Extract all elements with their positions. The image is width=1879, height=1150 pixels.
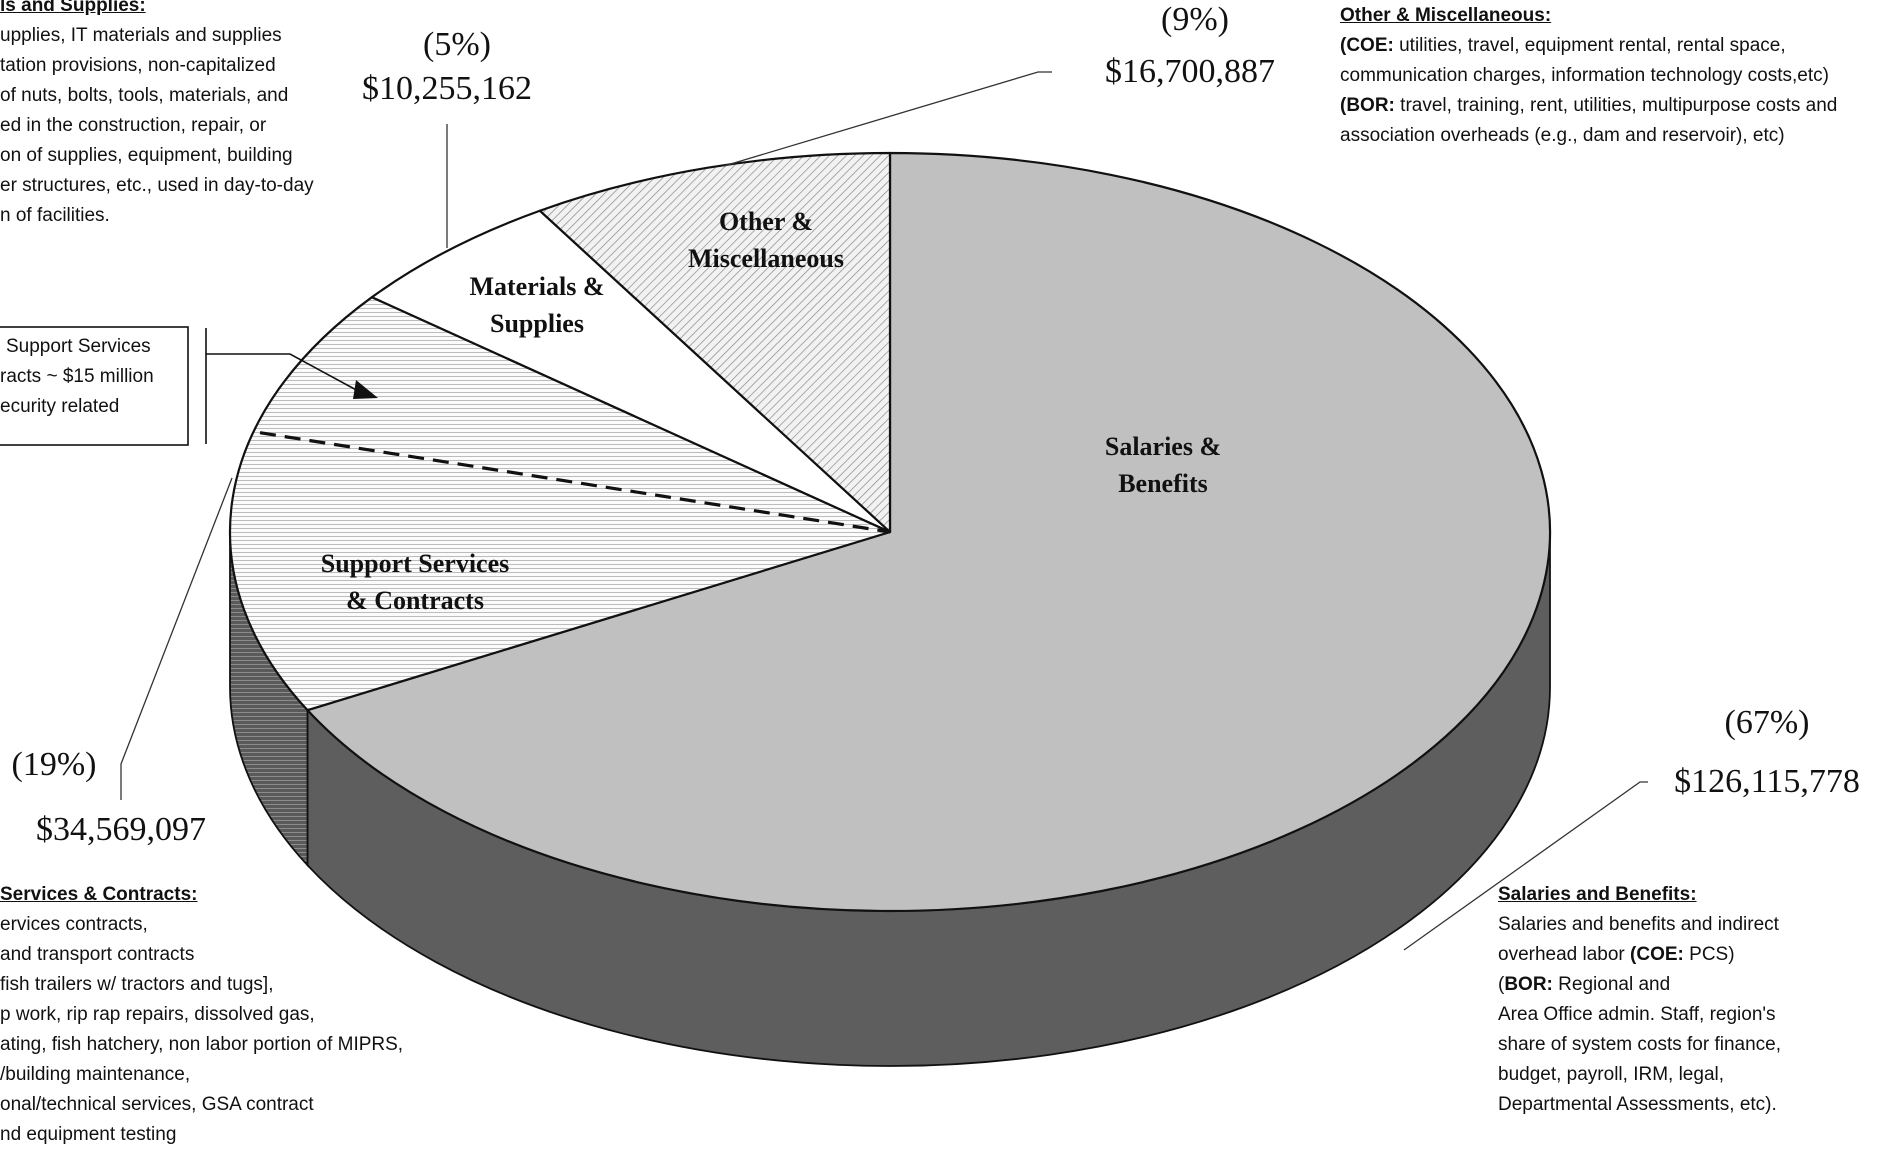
- note-salaries-coe-label: (COE:: [1630, 944, 1684, 965]
- note-materials-line: on of supplies, equipment, building: [0, 145, 293, 166]
- callout-bracket: [205, 328, 361, 393]
- note-materials-line: of nuts, bolts, tools, materials, and: [0, 85, 289, 106]
- note-salaries-text: PCS): [1683, 944, 1735, 965]
- amount-label-salaries: $126,115,778: [1674, 763, 1860, 800]
- slice-label-support: Support Services: [321, 549, 510, 578]
- security-divider: [259, 431, 891, 534]
- note-other-coe-label: (COE:: [1340, 35, 1394, 56]
- pie-slice-salaries: [306, 151, 1552, 913]
- note-support-line: p work, rip rap repairs, dissolved gas,: [0, 1004, 315, 1025]
- slice-label-salaries: Salaries &: [1105, 432, 1221, 461]
- slice-label-salaries: Benefits: [1118, 469, 1208, 498]
- note-other-coe-text: utilities, travel, equipment rental, ren…: [1393, 35, 1786, 56]
- slice-label-other: Miscellaneous: [688, 244, 844, 273]
- leader-line-salaries: [1403, 781, 1648, 951]
- note-salaries-line: budget, payroll, IRM, legal,: [1498, 1064, 1725, 1085]
- note-materials-line: ed in the construction, repair, or: [0, 115, 267, 136]
- pie-text: Support Services racts ~ $15 million ecuri…: [0, 1, 1860, 848]
- note-support-line: ervices contracts,: [0, 914, 148, 935]
- note-materials-line: upplies, IT materials and supplies: [0, 25, 282, 46]
- note-support: Services & Contracts: ervices contracts,…: [0, 880, 403, 1150]
- pie-slice-other: [538, 151, 892, 534]
- slice-label-materials: Materials &: [469, 272, 604, 301]
- note-materials-line: tation provisions, non-capitalized: [0, 55, 276, 76]
- note-salaries-line: Salaries and benefits and indirect: [1498, 914, 1779, 935]
- percent-label-other: (9%): [1161, 1, 1229, 38]
- note-other-line: communication charges, information techn…: [1340, 65, 1829, 86]
- note-other: Other & Miscellaneous: (COE: utilities, …: [1340, 1, 1837, 151]
- callout-box-line: Support Services: [6, 336, 151, 357]
- slice-label-other: Other &: [719, 207, 813, 236]
- note-salaries-text: Regional and: [1552, 974, 1671, 995]
- note-salaries-line: overhead labor (COE: PCS): [1498, 940, 1781, 970]
- note-materials-line: n of facilities.: [0, 205, 110, 226]
- note-other-heading: Other & Miscellaneous:: [1340, 5, 1552, 26]
- slice-label-materials: Supplies: [490, 309, 584, 338]
- note-salaries-text: (: [1498, 974, 1505, 995]
- note-materials: ls and Supplies: upplies, IT materials a…: [0, 0, 314, 231]
- note-materials-line: er structures, etc., used in day-to-day: [0, 175, 314, 196]
- pie-lines: [0, 71, 1648, 951]
- note-materials-heading: ls and Supplies:: [0, 0, 146, 16]
- note-salaries-line: share of system costs for finance,: [1498, 1034, 1782, 1055]
- percent-label-materials: (5%): [423, 26, 491, 63]
- note-support-line: nd equipment testing: [0, 1124, 177, 1145]
- amount-label-other: $16,700,887: [1105, 53, 1275, 90]
- callout-box-line: ecurity related: [0, 396, 119, 417]
- callout-box: [0, 326, 189, 446]
- percent-label-support: (19%): [12, 746, 97, 783]
- slice-label-support: & Contracts: [346, 586, 484, 615]
- note-salaries: Salaries and Benefits: Salaries and bene…: [1498, 880, 1781, 1120]
- callout-box-line: racts ~ $15 million: [0, 366, 154, 387]
- callout-arrow-head: [353, 380, 378, 399]
- amount-label-support: $34,569,097: [36, 811, 206, 848]
- note-other-line: association overheads (e.g., dam and res…: [1340, 125, 1785, 146]
- note-other-bor-label: (BOR:: [1340, 95, 1395, 116]
- percent-label-salaries: (67%): [1725, 704, 1810, 741]
- note-support-line: ating, fish hatchery, non labor portion …: [0, 1034, 404, 1055]
- leader-line-other: [723, 71, 1052, 167]
- note-support-line: fish trailers w/ tractors and tugs],: [0, 974, 274, 995]
- amount-label-materials: $10,255,162: [362, 70, 532, 107]
- note-support-line: onal/technical services, GSA contract: [0, 1094, 314, 1115]
- note-support-heading: Services & Contracts:: [0, 884, 198, 905]
- note-salaries-text: overhead labor: [1498, 944, 1631, 965]
- leader-line-support: [120, 477, 233, 800]
- note-other-bor-text: travel, training, rent, utilities, multi…: [1394, 95, 1838, 116]
- pie-slice-materials: [370, 209, 892, 534]
- note-other-line: (COE: utilities, travel, equipment renta…: [1340, 31, 1837, 61]
- note-other-line: (BOR: travel, training, rent, utilities,…: [1340, 91, 1837, 121]
- pie-top: [228, 151, 1552, 913]
- note-salaries-line: Departmental Assessments, etc).: [1498, 1094, 1777, 1115]
- pie-slice-support: [228, 296, 892, 712]
- note-salaries-heading: Salaries and Benefits:: [1498, 884, 1697, 905]
- note-salaries-line: (BOR: Regional and: [1498, 970, 1781, 1000]
- note-support-line: and transport contracts: [0, 944, 195, 965]
- note-salaries-line: Area Office admin. Staff, region's: [1498, 1004, 1776, 1025]
- note-support-line: /building maintenance,: [0, 1064, 191, 1085]
- note-salaries-bor-label: BOR:: [1504, 974, 1553, 995]
